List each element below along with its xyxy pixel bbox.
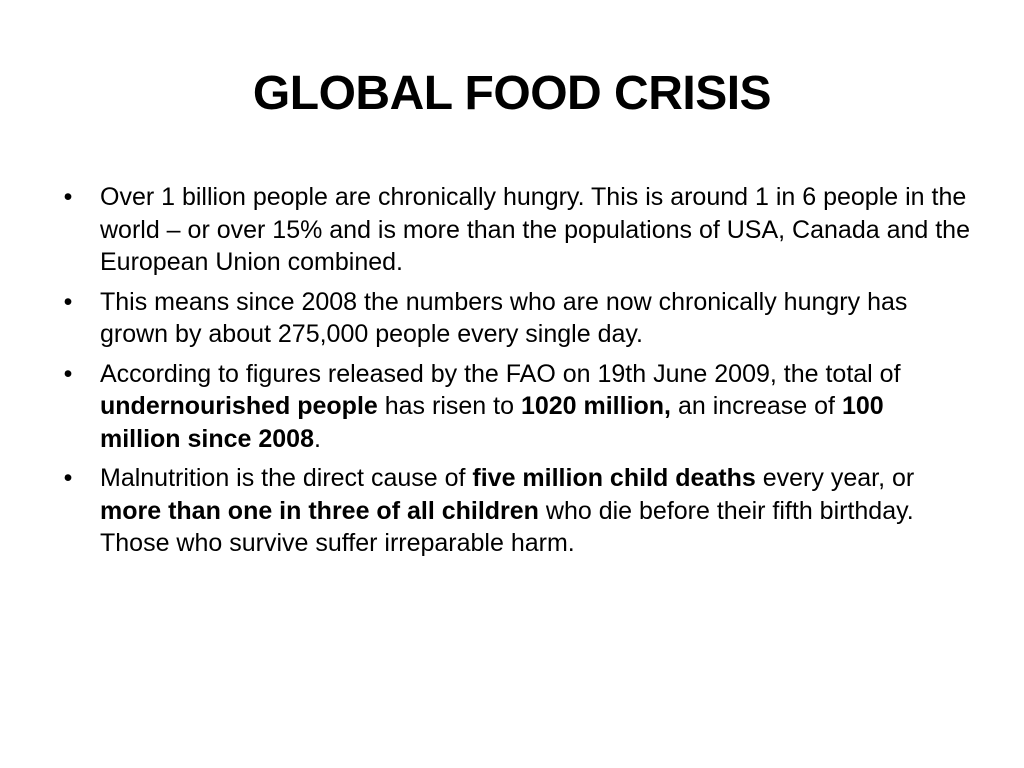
slide-title: GLOBAL FOOD CRISIS [252, 67, 772, 120]
text-run: an increase of [671, 392, 842, 420]
text-run: Malnutrition is the direct cause of [100, 464, 473, 492]
bullet-dot-icon: • [63, 183, 73, 211]
bold-run: five million child deaths [472, 464, 756, 492]
bullet-text: Malnutrition is the direct cause of five… [100, 464, 914, 557]
text-run: who die before their fifth birthday. Tho… [100, 496, 914, 558]
bullet-item: • According to figures released by the F… [58, 358, 970, 456]
bullet-text: According to figures released by the FAO… [100, 360, 901, 453]
bold-run: 1020 million, [520, 392, 671, 420]
text-run: every year, or [755, 464, 915, 492]
text-run: According to figures released by the FAO… [100, 359, 901, 388]
bullet-item: • Malnutrition is the direct cause of fi… [58, 462, 970, 560]
bullet-dot-icon: • [63, 464, 73, 492]
text-run: Over 1 billion people are chronically hu… [100, 183, 970, 276]
bullet-dot-icon: • [63, 287, 73, 316]
text-run: This means since 2008 the numbers who ar… [100, 287, 908, 349]
bullet-text: Over 1 billion people are chronically hu… [100, 183, 970, 276]
bullet-item: • Over 1 billion people are chronically … [58, 181, 970, 279]
bullet-list: • Over 1 billion people are chronically … [58, 181, 970, 567]
text-run: has risen to [377, 392, 521, 420]
text-run: . [314, 424, 321, 453]
bold-run: more than one in three of all children [100, 496, 539, 525]
bold-run: 100 million since 2008 [100, 392, 884, 453]
bullet-dot-icon: • [63, 359, 73, 388]
bullet-text: This means since 2008 the numbers who ar… [100, 288, 907, 349]
bullet-item: • This means since 2008 the numbers who … [58, 286, 970, 351]
bold-run: undernourished people [100, 392, 378, 420]
